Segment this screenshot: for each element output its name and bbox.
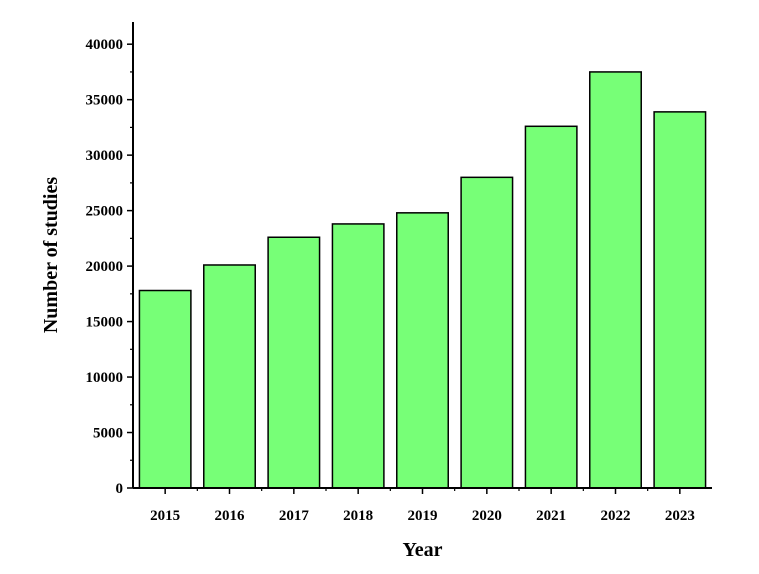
x-tick-label-2023: 2023 — [665, 508, 695, 524]
bar-2019 — [396, 212, 449, 489]
bars-group — [138, 71, 707, 489]
y-axis-title: Number of studies — [40, 177, 62, 334]
x-tick-label-2017: 2017 — [279, 508, 310, 524]
y-tick-label-20000: 20000 — [86, 259, 124, 275]
bar-2017 — [267, 236, 321, 489]
bar-2023 — [653, 111, 707, 489]
x-tick-label-2018: 2018 — [343, 508, 373, 524]
x-tick-label-2020: 2020 — [472, 508, 502, 524]
bar-2020 — [460, 176, 514, 489]
y-tick-label-0: 0 — [116, 481, 124, 497]
bar-2018 — [331, 223, 385, 489]
y-tick-label-25000: 25000 — [86, 204, 124, 220]
y-tick-label-15000: 15000 — [86, 315, 124, 331]
x-tick-label-2015: 2015 — [150, 508, 180, 524]
bar-2021 — [524, 125, 578, 489]
x-tick-label-2021: 2021 — [536, 508, 566, 524]
y-tick-label-30000: 30000 — [86, 148, 124, 164]
x-tick-label-2016: 2016 — [215, 508, 246, 524]
y-tick-label-5000: 5000 — [93, 426, 123, 442]
bar-2016 — [203, 264, 256, 489]
x-tick-labels: 2015 2016 2017 2018 2019 2020 2021 2022 2023 — [150, 508, 695, 524]
x-tick-label-2019: 2019 — [408, 508, 438, 524]
bar-2015 — [138, 289, 192, 489]
y-tick-label-10000: 10000 — [86, 370, 124, 386]
bar-2022 — [589, 71, 642, 489]
x-axis-title: Year — [403, 539, 443, 561]
y-tick-label-40000: 40000 — [86, 37, 124, 53]
y-tick-label-35000: 35000 — [86, 93, 124, 109]
y-tick-labels: 0 5000 10000 15000 20000 25000 30000 35000 40000 — [86, 37, 124, 497]
x-tick-label-2022: 2022 — [601, 508, 631, 524]
